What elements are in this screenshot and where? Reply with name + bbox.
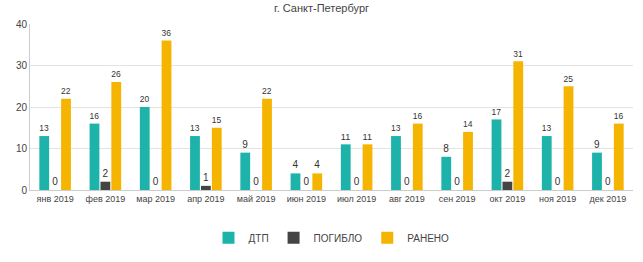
svg-text:14: 14	[463, 119, 473, 129]
svg-text:май 2019: май 2019	[237, 194, 276, 204]
svg-text:13: 13	[190, 123, 200, 133]
svg-text:16: 16	[614, 111, 624, 121]
svg-text:22: 22	[61, 86, 71, 96]
svg-text:сен 2019: сен 2019	[439, 194, 476, 204]
svg-text:11: 11	[341, 132, 350, 142]
svg-text:30: 30	[16, 60, 28, 71]
svg-text:22: 22	[262, 86, 272, 96]
svg-text:36: 36	[162, 28, 172, 38]
svg-text:2: 2	[504, 168, 510, 179]
svg-text:40: 40	[16, 19, 28, 30]
svg-text:0: 0	[555, 176, 561, 187]
svg-text:июл 2019: июл 2019	[337, 194, 376, 204]
svg-text:ноя 2019: ноя 2019	[539, 194, 576, 204]
svg-text:0: 0	[605, 176, 611, 187]
svg-text:16: 16	[90, 111, 100, 121]
svg-text:20: 20	[16, 102, 28, 113]
svg-text:0: 0	[454, 176, 460, 187]
svg-text:4: 4	[292, 159, 298, 170]
svg-text:окт 2019: окт 2019	[490, 194, 526, 204]
svg-text:4: 4	[314, 159, 320, 170]
svg-text:0: 0	[354, 176, 360, 187]
svg-text:1: 1	[203, 172, 209, 183]
svg-text:11: 11	[363, 132, 372, 142]
svg-text:13: 13	[391, 123, 401, 133]
svg-text:дек 2019: дек 2019	[590, 194, 627, 204]
svg-text:25: 25	[564, 74, 574, 84]
svg-text:0: 0	[21, 185, 27, 196]
svg-text:июн 2019: июн 2019	[287, 194, 326, 204]
svg-text:8: 8	[443, 143, 449, 154]
svg-text:ДТП: ДТП	[249, 233, 269, 244]
svg-text:15: 15	[212, 115, 222, 125]
svg-text:9: 9	[242, 139, 248, 150]
svg-text:13: 13	[542, 123, 552, 133]
svg-text:13: 13	[39, 123, 49, 133]
svg-text:0: 0	[404, 176, 410, 187]
svg-text:10: 10	[16, 143, 28, 154]
svg-text:РАНЕНО: РАНЕНО	[407, 233, 449, 244]
svg-text:авг 2019: авг 2019	[389, 194, 425, 204]
svg-text:9: 9	[594, 139, 600, 150]
svg-text:фев 2019: фев 2019	[86, 194, 126, 204]
svg-text:31: 31	[513, 49, 523, 59]
svg-text:0: 0	[153, 176, 159, 187]
svg-text:20: 20	[140, 94, 150, 104]
svg-text:ПОГИБЛО: ПОГИБЛО	[314, 233, 363, 244]
svg-text:0: 0	[303, 176, 309, 187]
svg-text:г. Санкт-Петербург: г. Санкт-Петербург	[274, 2, 369, 14]
svg-text:апр 2019: апр 2019	[187, 194, 224, 204]
svg-text:2: 2	[102, 168, 108, 179]
svg-text:янв 2019: янв 2019	[37, 194, 74, 204]
svg-text:26: 26	[111, 69, 121, 79]
svg-text:мар 2019: мар 2019	[136, 194, 175, 204]
svg-text:17: 17	[492, 107, 502, 117]
svg-text:16: 16	[413, 111, 423, 121]
svg-text:0: 0	[253, 176, 259, 187]
svg-text:0: 0	[52, 176, 58, 187]
